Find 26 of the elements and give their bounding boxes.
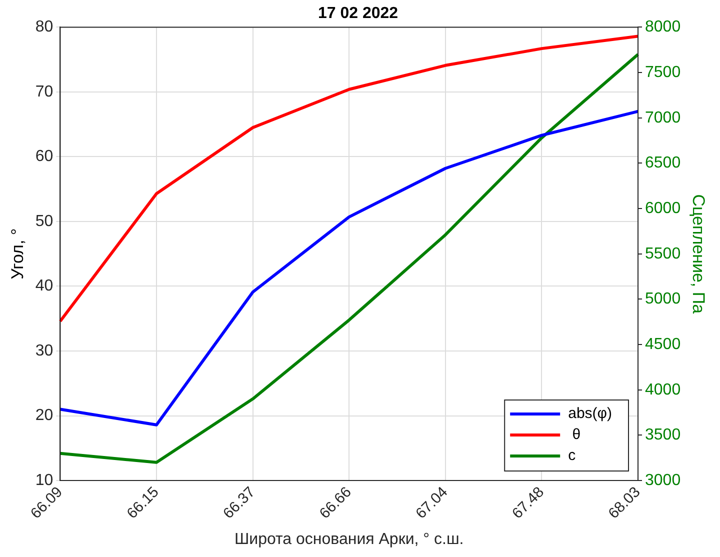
y2-tick-label: 7500	[645, 64, 681, 81]
y2-tick-label: 7000	[645, 109, 681, 126]
y-tick-label: 20	[35, 407, 54, 424]
y-tick-label: 80	[35, 18, 54, 36]
y2-tick-label: 4500	[645, 336, 681, 353]
y2-tick-label: 3000	[645, 472, 681, 489]
y-tick-label: 10	[35, 472, 54, 489]
y-axis-title: Угол, °	[8, 228, 27, 280]
y2-axis-title: Сцепление, Па	[689, 194, 708, 314]
y2-tick-label: 6000	[645, 200, 681, 217]
y-tick-label: 40	[35, 278, 54, 295]
chart-title: 17 02 2022	[318, 5, 398, 22]
legend-label: c	[568, 447, 576, 464]
x-axis-title: Широта основания Арки, ° с.ш.	[234, 530, 464, 548]
y2-tick-label: 5000	[645, 290, 681, 308]
y-tick-label: 50	[35, 212, 54, 230]
y-tick-label: 60	[35, 148, 54, 166]
y2-tick-label: 8000	[645, 18, 681, 36]
y-tick-label: 70	[35, 83, 54, 100]
y2-tick-label: 5500	[645, 245, 681, 262]
y2-tick-label: 4000	[645, 381, 681, 398]
legend-label: θ	[568, 426, 581, 444]
y2-tick-label: 6500	[645, 154, 681, 172]
y2-tick-label: 3500	[645, 426, 681, 444]
legend-label: abs(φ)	[568, 405, 612, 422]
y-tick-label: 30	[35, 342, 54, 360]
